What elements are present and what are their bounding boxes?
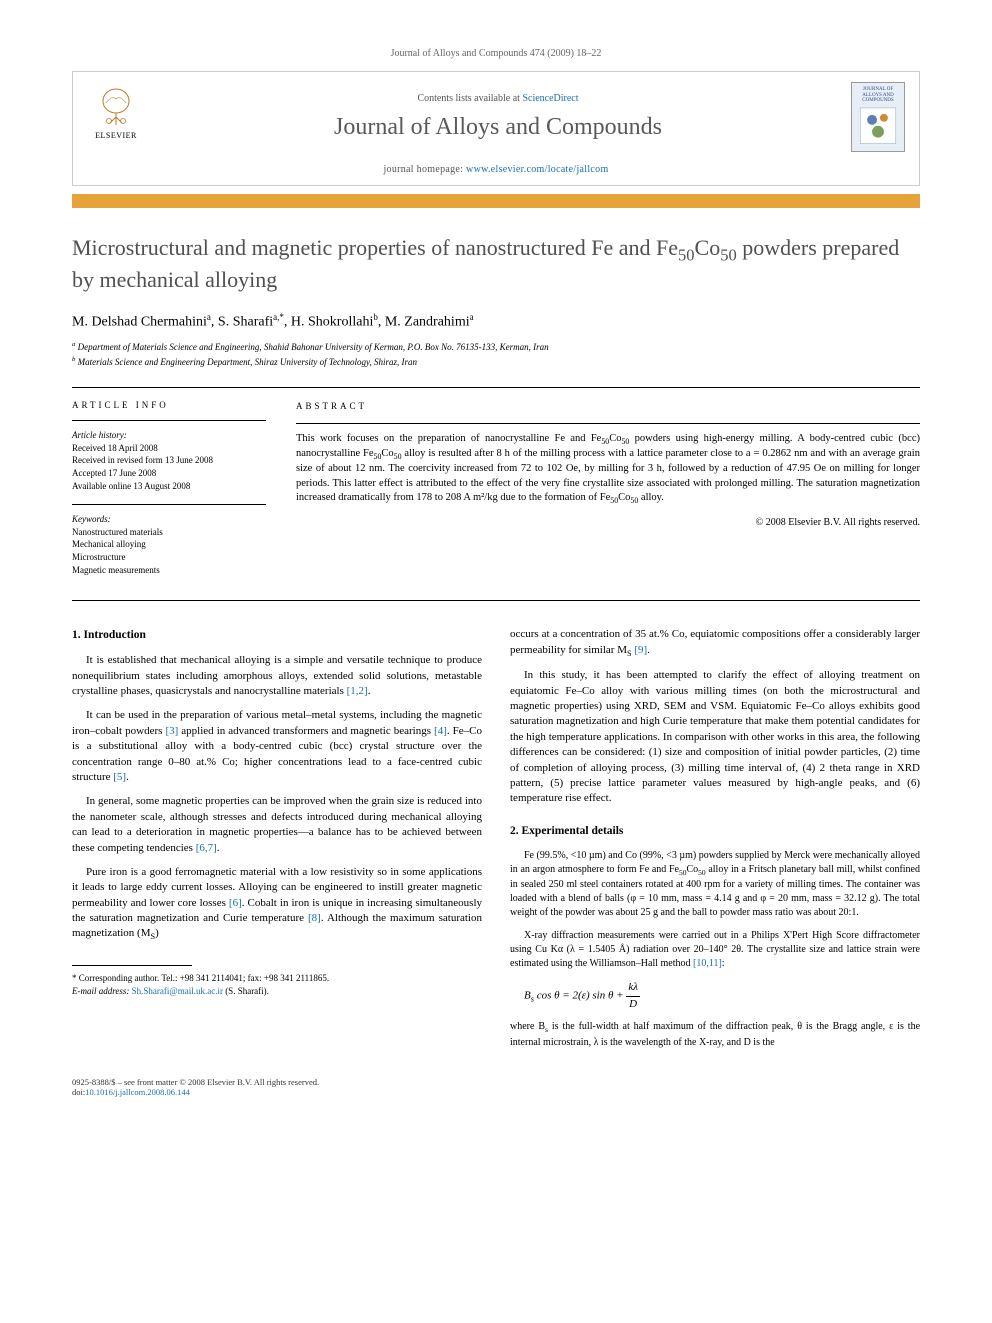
author-list: M. Delshad Chermahinia, S. Sharafia,*, H…	[72, 312, 920, 331]
title-sub-2: 50	[720, 245, 737, 264]
title-text-1: Microstructural and magnetic properties …	[72, 235, 678, 260]
article-info-column: article info Article history: Received 1…	[72, 400, 266, 588]
ref-3[interactable]: [3]	[165, 725, 178, 737]
ref-8[interactable]: [8]	[308, 912, 321, 924]
keyword-3: Microstructure	[72, 551, 266, 564]
abstract-rule	[296, 423, 920, 424]
ref-10-11[interactable]: [10,11]	[693, 958, 722, 969]
history-accepted: Accepted 17 June 2008	[72, 467, 266, 480]
para-1: It is established that mechanical alloyi…	[72, 653, 482, 699]
abstract-copyright: © 2008 Elsevier B.V. All rights reserved…	[296, 516, 920, 530]
elsevier-tree-icon	[94, 85, 138, 129]
history-received: Received 18 April 2008	[72, 442, 266, 455]
title-sub-1: 50	[678, 245, 695, 264]
journal-name: Journal of Alloys and Compounds	[145, 114, 851, 141]
corr-email-who: (S. Sharafi).	[225, 986, 269, 996]
para-9: where Bs is the full-width at half maxim…	[510, 1020, 920, 1050]
footnote-separator	[72, 965, 192, 966]
author-4-aff: a	[470, 312, 474, 322]
email-label: E-mail address:	[72, 986, 129, 996]
keyword-4: Magnetic measurements	[72, 564, 266, 577]
para-4: Pure iron is a good ferromagnetic materi…	[72, 865, 482, 943]
abstract-heading: abstract	[296, 400, 920, 413]
sciencedirect-link[interactable]: ScienceDirect	[522, 93, 578, 104]
body-column-left: 1. Introduction It is established that m…	[72, 627, 482, 1059]
footer-left: 0925-8388/$ – see front matter © 2008 El…	[72, 1077, 319, 1097]
body-column-right: occurs at a concentration of 35 at.% Co,…	[510, 627, 920, 1059]
ref-5[interactable]: [5]	[113, 771, 126, 783]
affiliation-a: a Department of Materials Science and En…	[72, 340, 920, 355]
info-rule-2	[72, 504, 266, 505]
author-3-aff: b	[373, 312, 378, 322]
para-2: It can be used in the preparation of var…	[72, 708, 482, 785]
running-header: Journal of Alloys and Compounds 474 (200…	[72, 48, 920, 59]
author-2: S. Sharafi	[218, 314, 273, 329]
article-info-heading: article info	[72, 400, 266, 410]
info-rule-1	[72, 420, 266, 421]
author-3: H. Shokrollahi	[291, 314, 373, 329]
corr-author-line: * Corresponding author. Tel.: +98 341 21…	[72, 972, 482, 985]
corr-email-line: E-mail address: Sh.Sharafi@mail.uk.ac.ir…	[72, 985, 482, 998]
doi-line: doi:10.1016/j.jallcom.2008.06.144	[72, 1087, 319, 1097]
keyword-2: Mechanical alloying	[72, 538, 266, 551]
doi-link[interactable]: 10.1016/j.jallcom.2008.06.144	[85, 1087, 190, 1097]
ref-6[interactable]: [6]	[229, 897, 242, 909]
journal-cover-thumb: JOURNAL OF ALLOYS AND COMPOUNDS	[851, 82, 905, 152]
affiliation-b: b Materials Science and Engineering Depa…	[72, 355, 920, 370]
author-4: M. Zandrahimi	[385, 314, 470, 329]
para-8: X-ray diffraction measurements were carr…	[510, 929, 920, 971]
article-title: Microstructural and magnetic properties …	[72, 234, 920, 294]
author-1-aff: a	[207, 312, 211, 322]
abstract-text: This work focuses on the preparation of …	[296, 432, 920, 507]
journal-homepage: journal homepage: www.elsevier.com/locat…	[73, 158, 919, 185]
author-2-aff: a,*	[273, 312, 284, 322]
homepage-link[interactable]: www.elsevier.com/locate/jallcom	[466, 164, 609, 175]
para-5: occurs at a concentration of 35 at.% Co,…	[510, 627, 920, 659]
history-revised: Received in revised form 13 June 2008	[72, 454, 266, 467]
masthead: ELSEVIER Contents lists available at Sci…	[72, 71, 920, 186]
cover-caption: JOURNAL OF ALLOYS AND COMPOUNDS	[856, 87, 900, 104]
rule-bottom	[72, 600, 920, 601]
para-7: Fe (99.5%, <10 µm) and Co (99%, <3 µm) p…	[510, 849, 920, 921]
section-2-heading: 2. Experimental details	[510, 823, 920, 839]
ref-4[interactable]: [4]	[434, 725, 447, 737]
homepage-prefix: journal homepage:	[383, 164, 466, 175]
ref-6-7[interactable]: [6,7]	[196, 842, 217, 854]
ref-1-2[interactable]: [1,2]	[347, 685, 368, 697]
abstract-column: abstract This work focuses on the prepar…	[296, 400, 920, 588]
page-footer: 0925-8388/$ – see front matter © 2008 El…	[72, 1077, 920, 1097]
para-3: In general, some magnetic properties can…	[72, 794, 482, 856]
corresponding-footnote: * Corresponding author. Tel.: +98 341 21…	[72, 972, 482, 997]
equation-williamson-hall: Bs cos θ = 2(ε) sin θ + kλD	[524, 980, 920, 1012]
elsevier-logo: ELSEVIER	[87, 85, 145, 149]
ref-9[interactable]: [9]	[632, 644, 648, 656]
cover-art-icon	[858, 104, 898, 148]
front-matter-line: 0925-8388/$ – see front matter © 2008 El…	[72, 1077, 319, 1087]
contents-prefix: Contents lists available at	[417, 93, 522, 104]
keyword-1: Nanostructured materials	[72, 526, 266, 539]
keywords-label: Keywords:	[72, 513, 266, 526]
contents-available: Contents lists available at ScienceDirec…	[145, 93, 851, 104]
history-label: Article history:	[72, 429, 266, 442]
history-online: Available online 13 August 2008	[72, 480, 266, 493]
orange-divider-bar	[72, 194, 920, 208]
author-1: M. Delshad Chermahini	[72, 314, 207, 329]
publisher-name: ELSEVIER	[95, 131, 137, 140]
title-text-2: Co	[695, 235, 721, 260]
para-6: In this study, it has been attempted to …	[510, 668, 920, 807]
corr-email-link[interactable]: Sh.Sharafi@mail.uk.ac.ir	[132, 986, 223, 996]
section-1-heading: 1. Introduction	[72, 627, 482, 643]
affiliations: a Department of Materials Science and En…	[72, 340, 920, 369]
